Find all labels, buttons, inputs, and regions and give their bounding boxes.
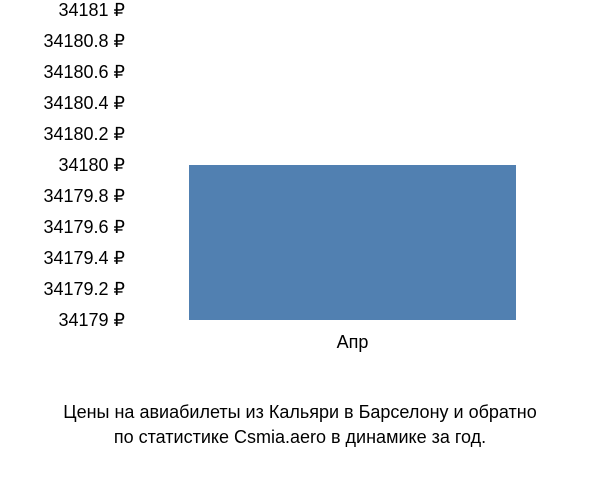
x-tick-label: Апр <box>337 332 369 353</box>
y-tick-label: 34179 ₽ <box>58 311 125 329</box>
y-tick-label: 34179.6 ₽ <box>43 218 125 236</box>
plot-area <box>135 10 570 320</box>
y-tick-label: 34180.6 ₽ <box>43 63 125 81</box>
chart-caption: Цены на авиабилеты из Кальяри в Барселон… <box>0 400 600 450</box>
y-tick-label: 34180 ₽ <box>58 156 125 174</box>
y-tick-label: 34179.2 ₽ <box>43 280 125 298</box>
y-tick-label: 34180.2 ₽ <box>43 125 125 143</box>
caption-line-1: Цены на авиабилеты из Кальяри в Барселон… <box>63 402 536 422</box>
y-tick-label: 34181 ₽ <box>58 1 125 19</box>
caption-line-2: по статистике Csmia.aero в динамике за г… <box>114 427 486 447</box>
y-tick-label: 34179.4 ₽ <box>43 249 125 267</box>
y-tick-label: 34179.8 ₽ <box>43 187 125 205</box>
bar <box>189 165 515 320</box>
y-tick-label: 34180.4 ₽ <box>43 94 125 112</box>
chart-container: 34181 ₽ 34180.8 ₽ 34180.6 ₽ 34180.4 ₽ 34180.… <box>0 0 600 500</box>
y-tick-label: 34180.8 ₽ <box>43 32 125 50</box>
